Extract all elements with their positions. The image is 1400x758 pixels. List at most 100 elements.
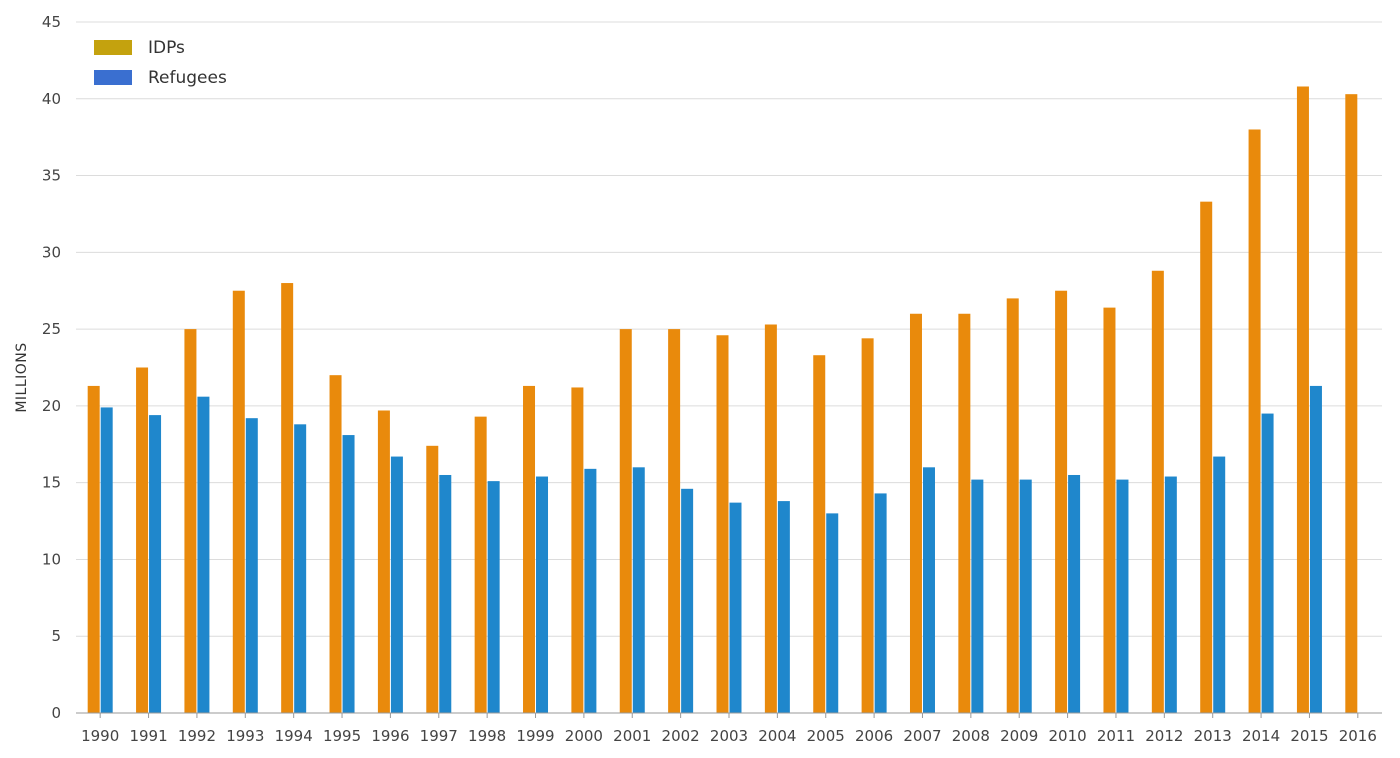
- x-tick-label: 2010: [1048, 727, 1086, 745]
- x-tick-label: 1993: [226, 727, 264, 745]
- y-tick-label: 25: [42, 320, 61, 338]
- bar-idps-2004: [764, 324, 777, 713]
- bar-idps-1992: [184, 329, 197, 713]
- legend-swatch-idps: [94, 40, 132, 55]
- y-axis-ticks: 0 5 10 15 20 25 30 35 40 45: [42, 13, 61, 722]
- x-tick-label: 1991: [129, 727, 167, 745]
- bar-refugees-2013: [1213, 456, 1226, 713]
- bar-refugees-1994: [294, 424, 307, 713]
- bar-idps-2003: [716, 335, 729, 713]
- bar-refugees-2001: [632, 467, 645, 713]
- bar-idps-2014: [1248, 129, 1261, 713]
- bar-refugees-1993: [245, 418, 258, 713]
- x-tick-label: 2009: [1000, 727, 1038, 745]
- bar-refugees-2009: [1019, 479, 1032, 713]
- x-tick-label: 2000: [565, 727, 603, 745]
- bar-refugees-1997: [439, 474, 452, 713]
- bar-idps-1994: [281, 283, 294, 713]
- y-tick-label: 40: [42, 90, 61, 108]
- y-tick-label: 5: [51, 627, 61, 645]
- x-tick-label: 2012: [1145, 727, 1183, 745]
- x-tick-label: 1994: [275, 727, 313, 745]
- bar-refugees-2003: [729, 502, 742, 713]
- bar-idps-2011: [1103, 307, 1116, 713]
- bar-refugees-2007: [922, 467, 935, 713]
- bar-idps-2010: [1055, 290, 1068, 713]
- bar-refugees-1999: [536, 476, 549, 713]
- x-tick-label: 2011: [1097, 727, 1135, 745]
- y-tick-label: 45: [42, 13, 61, 31]
- bar-idps-2005: [813, 355, 826, 713]
- y-tick-label: 15: [42, 474, 61, 492]
- bar-refugees-2011: [1116, 479, 1129, 713]
- bar-refugees-1990: [100, 407, 113, 713]
- bar-idps-1996: [377, 410, 390, 713]
- bar-refugees-2002: [681, 488, 694, 713]
- bar-refugees-2012: [1164, 476, 1177, 713]
- x-tick-label: 1997: [420, 727, 458, 745]
- x-tick-label: 2013: [1194, 727, 1232, 745]
- legend-label-idps: IDPs: [148, 38, 185, 58]
- bar-idps-2007: [909, 313, 922, 713]
- x-tick-label: 2002: [662, 727, 700, 745]
- legend-label-refugees: Refugees: [148, 68, 227, 88]
- bar-idps-1993: [232, 290, 245, 713]
- bars: [87, 86, 1358, 713]
- x-tick-label: 2008: [952, 727, 990, 745]
- bar-idps-2009: [1006, 298, 1019, 713]
- bar-idps-2008: [958, 313, 971, 713]
- bar-idps-2000: [571, 387, 584, 713]
- x-tick-label: 1992: [178, 727, 216, 745]
- y-tick-label: 30: [42, 243, 61, 261]
- bar-refugees-2004: [777, 501, 790, 713]
- legend-swatch-refugees: [94, 70, 132, 85]
- x-tick-label: 1998: [468, 727, 506, 745]
- x-tick-label: 2001: [613, 727, 651, 745]
- bar-refugees-1995: [342, 435, 355, 713]
- x-tick-label: 1996: [371, 727, 409, 745]
- x-tick-label: 2007: [903, 727, 941, 745]
- x-tick-label: 1990: [81, 727, 119, 745]
- x-tick-label: 1995: [323, 727, 361, 745]
- bar-idps-1999: [523, 385, 536, 713]
- bar-idps-1990: [87, 385, 100, 713]
- bar-refugees-1998: [487, 481, 500, 713]
- y-tick-label: 10: [42, 550, 61, 568]
- y-axis-label: MILLIONS: [14, 342, 30, 412]
- bar-refugees-2008: [971, 479, 984, 713]
- x-tick-label: 2015: [1290, 727, 1328, 745]
- bar-idps-2006: [861, 338, 874, 713]
- bar-refugees-2005: [826, 513, 839, 713]
- bar-refugees-1992: [197, 396, 210, 713]
- x-tick-label: 2016: [1339, 727, 1377, 745]
- bar-idps-1998: [474, 416, 487, 713]
- x-tick-label: 1999: [516, 727, 554, 745]
- x-tick-label: 2005: [807, 727, 845, 745]
- bar-refugees-2000: [584, 468, 597, 713]
- x-tick-label: 2014: [1242, 727, 1280, 745]
- bar-refugees-2014: [1261, 413, 1274, 713]
- bar-idps-2013: [1200, 201, 1213, 713]
- bar-idps-1997: [426, 445, 439, 713]
- bar-refugees-2006: [874, 493, 887, 713]
- x-tick-label: 2006: [855, 727, 893, 745]
- y-tick-label: 0: [51, 704, 61, 722]
- y-tick-label: 35: [42, 167, 61, 185]
- bar-idps-2012: [1151, 270, 1164, 713]
- bar-refugees-1996: [390, 456, 403, 713]
- x-tick-label: 2004: [758, 727, 796, 745]
- bar-idps-2002: [668, 329, 681, 713]
- y-tick-label: 20: [42, 397, 61, 415]
- bar-idps-2016: [1345, 94, 1358, 713]
- bar-idps-2015: [1296, 86, 1309, 713]
- bar-idps-1995: [329, 375, 342, 713]
- bar-refugees-2010: [1068, 474, 1081, 713]
- x-axis-ticks: 1990 1991 1992 1993 1994 1995 1996 1997 1998 1999…: [81, 713, 1377, 745]
- x-tick-label: 2003: [710, 727, 748, 745]
- bar-idps-1991: [136, 367, 149, 713]
- bar-refugees-1991: [149, 415, 162, 713]
- bar-refugees-2015: [1309, 385, 1322, 713]
- gridlines: [76, 21, 1382, 637]
- legend: IDPs Refugees: [94, 38, 227, 88]
